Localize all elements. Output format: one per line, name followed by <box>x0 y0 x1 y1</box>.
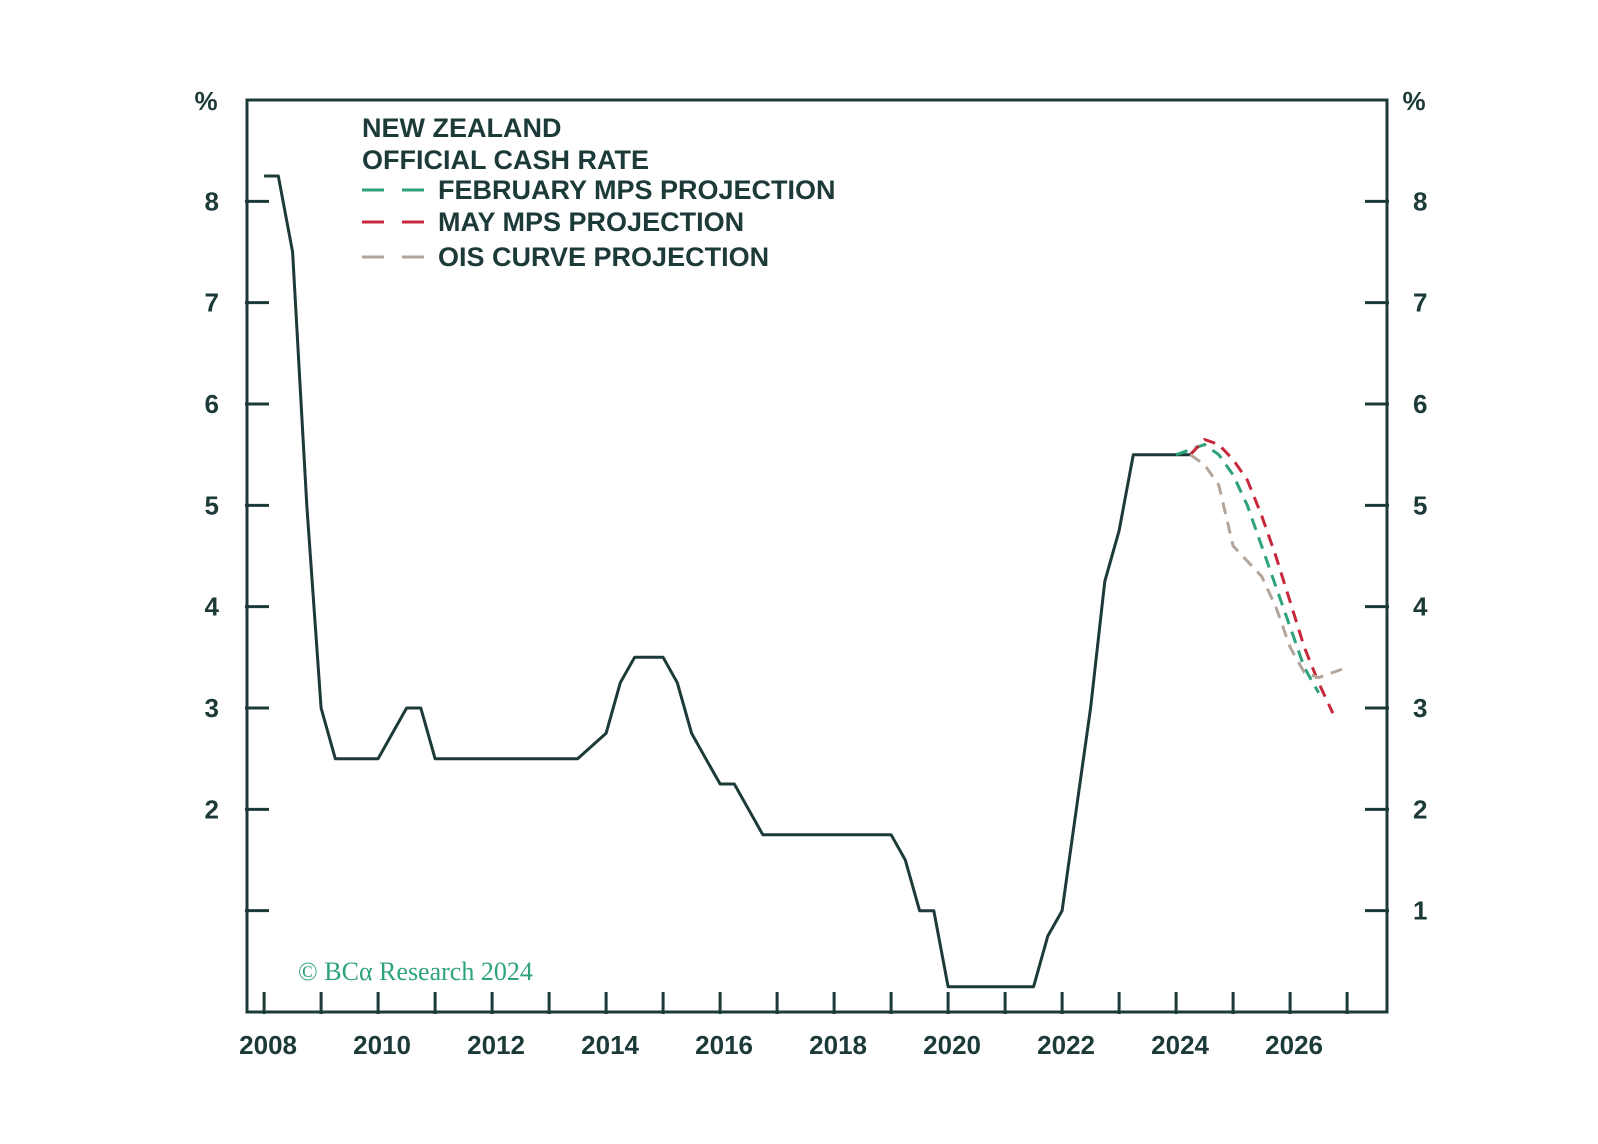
axis-ticks <box>245 199 1389 1014</box>
legend-label: FEBRUARY MPS PROJECTION <box>438 175 836 205</box>
x-tick-label: 2014 <box>581 1030 639 1060</box>
chart-title-line: OFFICIAL CASH RATE <box>362 145 649 175</box>
copyright-text: © BCα Research 2024 <box>298 957 533 986</box>
series-line-may-mps-projection <box>1189 438 1335 714</box>
series-lines <box>264 174 1348 989</box>
y-tick-label-left: 4 <box>205 592 220 622</box>
series-line-ois-curve-projection <box>1189 453 1348 680</box>
x-tick-label: 2024 <box>1151 1030 1209 1060</box>
y-tick-label-left: 5 <box>205 490 219 520</box>
plot-frame <box>245 98 1389 1014</box>
x-tick-label: 2022 <box>1037 1030 1095 1060</box>
y-tick-label-right: 3 <box>1413 693 1427 723</box>
x-tick-label: 2010 <box>353 1030 411 1060</box>
y-tick-label-right: 1 <box>1413 896 1427 926</box>
x-tick-label: 2020 <box>923 1030 981 1060</box>
x-tick-label: 2016 <box>695 1030 753 1060</box>
x-tick-label: 2026 <box>1265 1030 1323 1060</box>
y-tick-label-left: 7 <box>205 288 219 318</box>
series-line-official-cash-rate <box>264 174 1191 989</box>
x-tick-label: 2018 <box>809 1030 867 1060</box>
y-tick-label-right: 6 <box>1413 389 1427 419</box>
plot-border <box>245 98 1389 1014</box>
legend-label: OIS CURVE PROJECTION <box>438 242 769 272</box>
series-line-february-mps-projection <box>1175 443 1320 694</box>
legend-label: MAY MPS PROJECTION <box>438 207 744 237</box>
x-tick-label: 2012 <box>467 1030 525 1060</box>
y-tick-label-right: 8 <box>1413 186 1427 216</box>
x-tick-label: 2008 <box>239 1030 297 1060</box>
chart-title-line: NEW ZEALAND <box>362 113 561 143</box>
y-tick-label-left: 2 <box>205 794 219 824</box>
y-tick-label-left: 8 <box>205 186 219 216</box>
y-tick-label-left: 6 <box>205 389 219 419</box>
chart-texts: 2 3 4 5 6 7 8 1 2 3 4 5 6 7 8% % 2008 2010 2012 2014 2016 201… <box>194 86 1428 1060</box>
y-tick-label-right: 7 <box>1413 288 1427 318</box>
right-unit-label: % <box>1402 86 1425 116</box>
y-tick-label-right: 5 <box>1413 490 1427 520</box>
y-tick-label-right: 4 <box>1413 592 1428 622</box>
left-unit-label: % <box>194 86 217 116</box>
y-tick-label-right: 2 <box>1413 794 1427 824</box>
y-tick-label-left: 3 <box>205 693 219 723</box>
